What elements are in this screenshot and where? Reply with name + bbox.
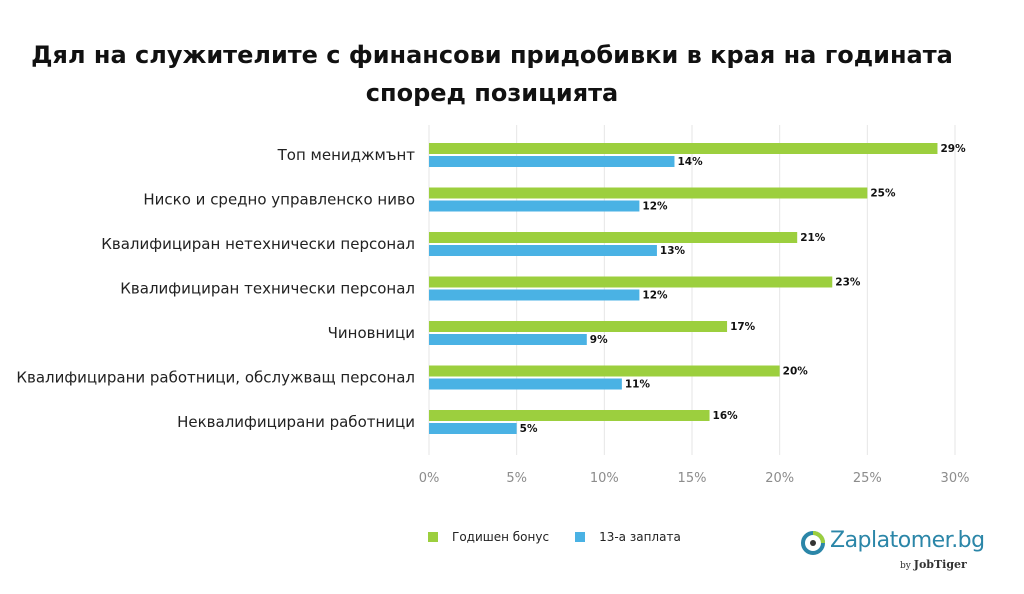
logo-byline: by JobTiger (900, 558, 967, 571)
bar-13th-salary (429, 289, 640, 301)
data-label: 12% (642, 201, 668, 213)
x-tick-label: 5% (506, 471, 527, 486)
x-tick-label: 30% (941, 471, 970, 486)
data-label: 23% (835, 277, 861, 289)
data-label: 29% (940, 143, 966, 155)
chart-title: Дял на служителите с финансови придобивк… (0, 36, 984, 112)
logo-brand: JobTiger (913, 558, 967, 571)
bar-13th-salary (429, 245, 657, 256)
x-tick-label: 25% (853, 471, 882, 486)
logo-by: by (900, 561, 911, 571)
x-tick-label: 20% (765, 471, 794, 486)
data-label: 25% (870, 188, 896, 200)
zaplatomer-logo: Zaplatomer.bg by JobTiger (800, 528, 985, 578)
data-label: 20% (783, 366, 809, 378)
bar-bonus (429, 321, 728, 332)
bar-bonus (429, 365, 780, 377)
data-label: 9% (590, 334, 608, 346)
category-label: Чиновници (328, 324, 415, 342)
legend-item-13th-salary: 13-а заплата (575, 530, 681, 544)
category-label: Неквалифицирани работници (177, 413, 415, 431)
data-label: 13% (660, 245, 686, 257)
data-label: 21% (800, 232, 826, 244)
data-label: 11% (625, 379, 651, 391)
category-label: Квалифицирани работници, обслужващ персо… (16, 369, 415, 387)
category-label: Топ мениджмънт (277, 146, 416, 164)
legend-label-bonus: Годишен бонус (452, 530, 550, 544)
bar-bonus (429, 276, 833, 288)
logo-name: Zaplatomer.bg (830, 528, 985, 553)
legend-item-bonus: Годишен бонус (428, 530, 549, 544)
bar-bonus (429, 143, 938, 154)
bar-13th-salary (429, 156, 675, 167)
category-label: Квалифициран нетехнически персонал (101, 235, 415, 253)
data-label: 5% (520, 423, 538, 435)
bar-13th-salary (429, 334, 587, 345)
bar-bonus (429, 410, 710, 421)
data-label: 14% (677, 156, 703, 168)
chart-title-line-2: според позицията (365, 79, 619, 107)
chart-title-line-1: Дял на служителите с финансови придобивк… (31, 41, 953, 69)
data-label: 16% (713, 410, 739, 422)
legend-swatch-13th-salary (575, 532, 586, 542)
x-tick-label: 15% (678, 471, 707, 486)
data-label: 17% (730, 321, 756, 333)
logo-icon (801, 531, 825, 555)
bar-13th-salary (429, 423, 517, 434)
legend-label-13th-salary: 13-а заплата (599, 530, 681, 544)
category-label: Квалифициран технически персонал (120, 280, 415, 298)
data-label: 12% (642, 290, 668, 302)
bar-bonus (429, 187, 868, 199)
bar-13th-salary (429, 200, 640, 212)
category-label: Ниско и средно управленско ниво (143, 191, 415, 209)
x-tick-label: 0% (419, 471, 440, 486)
bar-13th-salary (429, 378, 622, 390)
legend: Годишен бонус 13-а заплата (428, 530, 707, 544)
legend-swatch-bonus (428, 532, 438, 542)
x-tick-label: 10% (590, 471, 619, 486)
bar-bonus (429, 232, 798, 243)
